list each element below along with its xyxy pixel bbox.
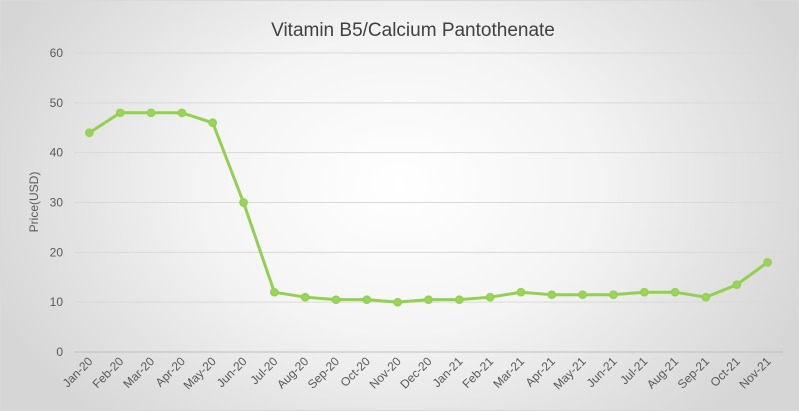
data-point (485, 292, 495, 302)
x-tick-label: Jan-21 (430, 354, 466, 390)
data-point (208, 118, 218, 128)
data-point (300, 292, 310, 302)
x-tick-label: Jun-20 (214, 354, 250, 390)
x-tick-label: Mar-20 (120, 354, 157, 391)
data-point (239, 198, 248, 207)
y-tick-label: 20 (50, 245, 64, 259)
x-tick-label: Sep-20 (305, 354, 342, 391)
x-tick-label: Feb-21 (459, 354, 496, 391)
x-tick-label: Dec-20 (397, 354, 434, 391)
x-tick-label: May-21 (551, 354, 589, 392)
x-tick-label: Mar-21 (490, 354, 527, 391)
data-point (85, 128, 94, 138)
data-point (331, 295, 341, 305)
data-point (177, 108, 187, 118)
series-group (85, 108, 772, 307)
y-tick-label: 40 (50, 146, 64, 160)
y-tick-label: 30 (50, 196, 64, 210)
data-point (763, 257, 772, 267)
data-point (454, 295, 464, 305)
x-tick-label: Sep-21 (675, 354, 712, 391)
data-point (578, 290, 587, 300)
data-point (609, 290, 618, 300)
x-tick-label: Nov-21 (736, 354, 773, 391)
y-tick-label: 0 (56, 345, 63, 359)
x-tick-label: Nov-20 (367, 354, 404, 391)
x-tick-label: Aug-21 (644, 354, 681, 391)
series-line (87, 111, 770, 304)
y-tick-label: 60 (50, 46, 64, 60)
x-tick-label: May-20 (181, 354, 219, 392)
chart-title: Vitamin B5/Calcium Pantothenate (271, 20, 555, 41)
y-tick-label: 50 (50, 96, 64, 110)
x-tick-label: Aug-20 (274, 354, 311, 391)
x-tick-label: Feb-20 (90, 354, 127, 391)
y-tick-label: 10 (50, 295, 64, 309)
data-point (516, 287, 526, 297)
data-point (732, 280, 742, 290)
x-axis-ticks: Jan-20Feb-20Mar-20Apr-20May-20Jun-20Jul-… (60, 354, 774, 392)
y-axis-label: Price(USD) (27, 172, 41, 233)
data-point (670, 287, 680, 297)
data-point (547, 290, 557, 300)
x-tick-label: Jan-20 (60, 354, 96, 390)
data-point (362, 295, 372, 305)
data-point (115, 108, 125, 118)
gridlines (74, 52, 783, 353)
data-point (424, 295, 433, 305)
data-point (701, 292, 711, 302)
data-point (639, 287, 649, 297)
data-point (393, 297, 403, 307)
y-axis-ticks: 0 10 20 30 40 50 60 (50, 46, 64, 359)
data-point (270, 287, 279, 297)
data-point (146, 108, 156, 118)
x-tick-label: Jun-21 (584, 354, 620, 390)
